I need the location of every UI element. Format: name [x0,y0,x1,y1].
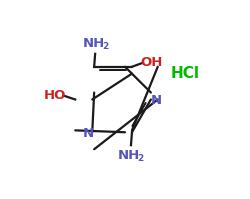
Text: N: N [151,94,162,107]
Text: HO: HO [44,89,66,102]
Text: HCl: HCl [170,66,199,81]
Text: N: N [83,127,94,140]
Text: 2: 2 [137,154,143,163]
Text: 2: 2 [102,42,108,51]
Text: NH: NH [83,37,105,50]
Text: OH: OH [141,56,163,69]
Text: NH: NH [118,149,140,162]
